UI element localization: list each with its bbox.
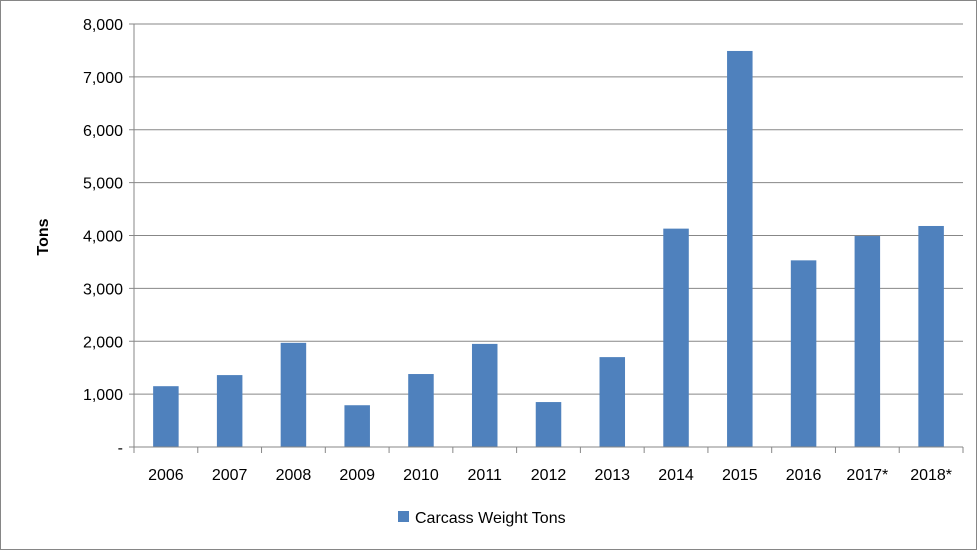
- y-tick-label: 2,000: [83, 334, 123, 351]
- y-tick-label: 8,000: [83, 17, 123, 34]
- y-tick-label: 4,000: [83, 229, 123, 246]
- bar-2007: [216, 375, 243, 447]
- bar-2013: [599, 357, 626, 447]
- y-axis-title: Tons: [35, 218, 52, 255]
- bar-2016: [790, 260, 817, 447]
- x-tick-label: 2015: [722, 467, 758, 484]
- bar-2017*: [854, 236, 881, 447]
- x-tick-label: 2011: [468, 467, 503, 484]
- x-tick-label: 2014: [658, 467, 694, 484]
- x-tick-label: 2016: [786, 467, 822, 484]
- bar-2009: [344, 405, 370, 447]
- x-tick-label: 2012: [531, 467, 567, 484]
- bars: [153, 50, 944, 448]
- bar-2012: [535, 402, 562, 447]
- x-tick-label: 2006: [148, 467, 184, 484]
- legend: Carcass Weight Tons: [398, 510, 566, 527]
- x-tick-label: 2013: [594, 467, 630, 484]
- y-tick-label: 7,000: [83, 70, 123, 87]
- legend-label: Carcass Weight Tons: [415, 510, 566, 527]
- legend-swatch: [398, 511, 409, 522]
- y-tick-label: 6,000: [83, 123, 123, 140]
- x-tick-label: 2018*: [910, 467, 952, 484]
- bar-2011: [471, 343, 498, 447]
- bar-2014: [663, 228, 689, 447]
- bar-2008: [280, 342, 307, 447]
- x-tick-label: 2010: [403, 467, 439, 484]
- bar-2015: [727, 50, 753, 448]
- axes: - 1,000 2,000 3,000 4,000 5,000 6,000 7,000 8,00…: [83, 17, 964, 484]
- bar-2006: [153, 386, 179, 447]
- y-tick-label: 1,000: [83, 387, 123, 404]
- bar-2010: [408, 374, 434, 447]
- y-tick-label: 5,000: [83, 176, 123, 193]
- y-tick-label: 3,000: [83, 281, 123, 298]
- x-tick-label: 2007: [212, 467, 248, 484]
- bar-2018*: [918, 225, 944, 447]
- x-tick-label: 2017*: [846, 467, 888, 484]
- x-tick-label: 2008: [276, 467, 312, 484]
- gridlines: [134, 23, 963, 395]
- x-tick-label: 2009: [339, 467, 375, 484]
- y-tick-label: -: [118, 440, 123, 457]
